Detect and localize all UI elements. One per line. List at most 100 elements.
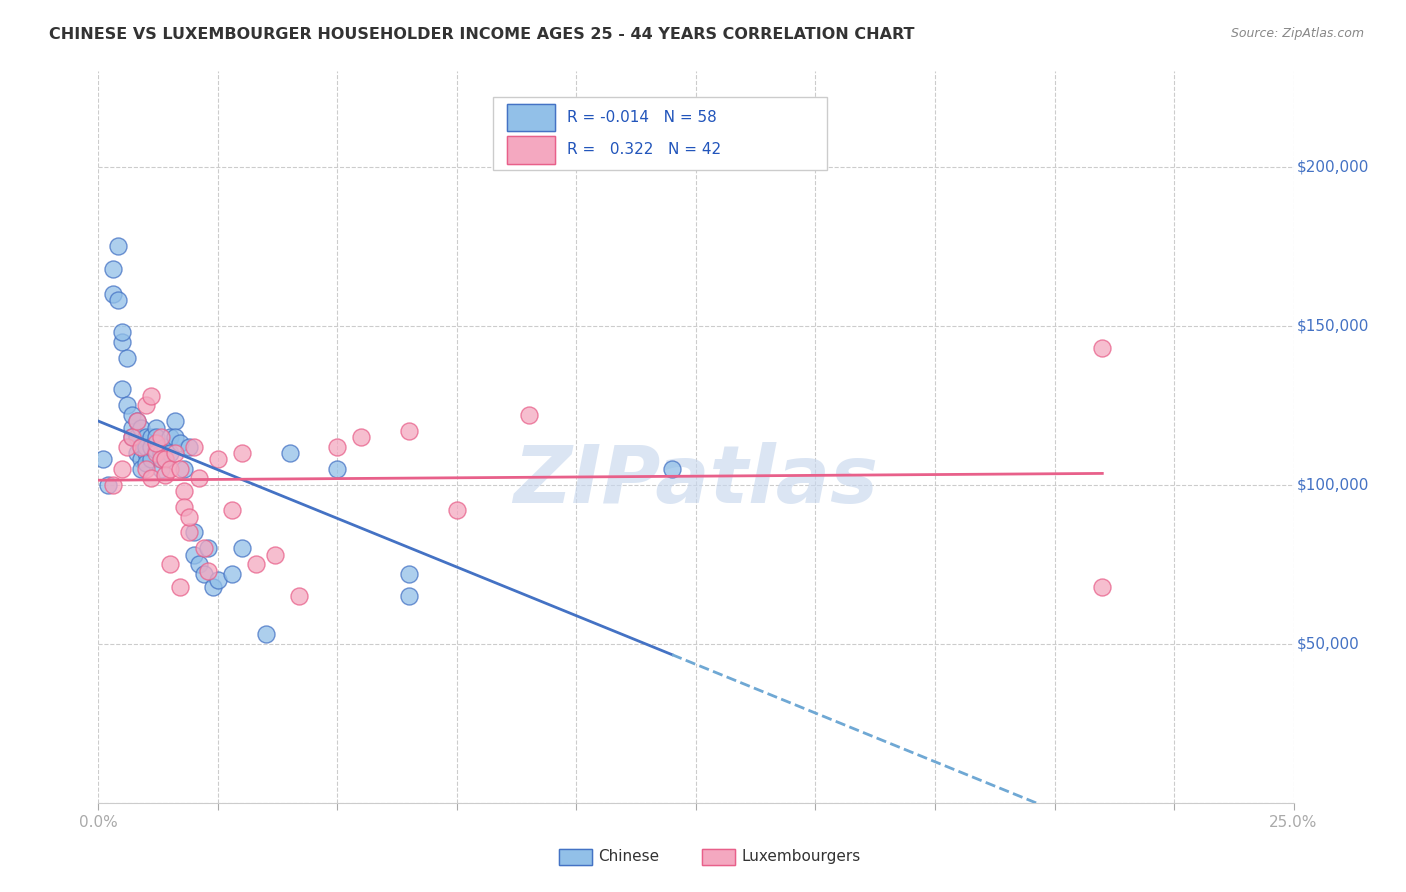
Point — [101, 477, 124, 491]
Point — [398, 424, 420, 438]
Point — [115, 440, 138, 454]
Point — [139, 430, 162, 444]
Point — [183, 548, 205, 562]
Point — [91, 452, 114, 467]
Point — [121, 420, 143, 434]
Point — [131, 420, 153, 434]
Point — [149, 446, 172, 460]
Point — [145, 436, 167, 450]
Point — [159, 558, 181, 572]
Bar — [508, 103, 555, 131]
Point — [187, 558, 209, 572]
Point — [145, 442, 167, 457]
Point — [159, 462, 181, 476]
Point — [231, 446, 253, 460]
Point — [197, 541, 219, 556]
Point — [207, 452, 229, 467]
Point — [115, 398, 138, 412]
Point — [121, 430, 143, 444]
Point — [173, 500, 195, 514]
Point — [139, 440, 162, 454]
FancyBboxPatch shape — [494, 97, 828, 170]
Point — [101, 261, 124, 276]
Point — [1091, 341, 1114, 355]
Point — [398, 589, 420, 603]
Bar — [558, 849, 592, 865]
Point — [163, 430, 186, 444]
Point — [121, 408, 143, 422]
Point — [107, 239, 129, 253]
Point — [135, 446, 157, 460]
Point — [207, 573, 229, 587]
Point — [111, 462, 134, 476]
Text: Chinese: Chinese — [598, 849, 659, 864]
Point — [179, 440, 201, 454]
Bar — [558, 849, 592, 865]
Point — [145, 430, 167, 444]
Point — [139, 389, 162, 403]
Point — [159, 430, 181, 444]
Point — [221, 503, 243, 517]
Bar — [508, 103, 555, 131]
Point — [97, 477, 120, 491]
Point — [131, 462, 153, 476]
Point — [193, 566, 215, 581]
Point — [135, 456, 157, 470]
Point — [202, 580, 225, 594]
Point — [115, 351, 138, 365]
Point — [183, 525, 205, 540]
Point — [326, 440, 349, 454]
Point — [517, 408, 540, 422]
Point — [125, 414, 148, 428]
Text: $50,000: $50,000 — [1298, 636, 1360, 651]
Text: $150,000: $150,000 — [1298, 318, 1369, 334]
Point — [169, 580, 191, 594]
Text: R = -0.014   N = 58: R = -0.014 N = 58 — [567, 110, 717, 125]
Point — [155, 452, 177, 467]
Point — [179, 525, 201, 540]
Point — [135, 462, 157, 476]
Point — [288, 589, 311, 603]
Point — [107, 293, 129, 308]
Point — [1091, 580, 1114, 594]
Point — [197, 564, 219, 578]
Point — [145, 420, 167, 434]
Bar — [508, 136, 555, 163]
Point — [193, 541, 215, 556]
Point — [183, 440, 205, 454]
Bar — [702, 849, 735, 865]
Point — [111, 383, 134, 397]
Point — [155, 440, 177, 454]
Point — [245, 558, 267, 572]
Point — [149, 430, 172, 444]
Point — [169, 462, 191, 476]
Point — [111, 325, 134, 339]
Text: R =   0.322   N = 42: R = 0.322 N = 42 — [567, 142, 721, 157]
Point — [149, 452, 172, 467]
Text: Source: ZipAtlas.com: Source: ZipAtlas.com — [1230, 27, 1364, 40]
Text: Luxembourgers: Luxembourgers — [741, 849, 860, 864]
Point — [131, 440, 153, 454]
Point — [101, 287, 124, 301]
Point — [139, 471, 162, 485]
Point — [125, 414, 148, 428]
Point — [173, 484, 195, 499]
Point — [145, 446, 167, 460]
Point — [187, 471, 209, 485]
Point — [149, 462, 172, 476]
Point — [163, 446, 186, 460]
Point — [155, 452, 177, 467]
Point — [278, 446, 301, 460]
Point — [135, 398, 157, 412]
Point — [131, 440, 153, 454]
Point — [398, 566, 420, 581]
Point — [135, 430, 157, 444]
Point — [163, 414, 186, 428]
Point — [231, 541, 253, 556]
Text: $100,000: $100,000 — [1298, 477, 1369, 492]
Text: ZIPatlas: ZIPatlas — [513, 442, 879, 520]
Point — [125, 446, 148, 460]
Point — [169, 436, 191, 450]
Bar — [702, 849, 735, 865]
Point — [159, 446, 181, 460]
